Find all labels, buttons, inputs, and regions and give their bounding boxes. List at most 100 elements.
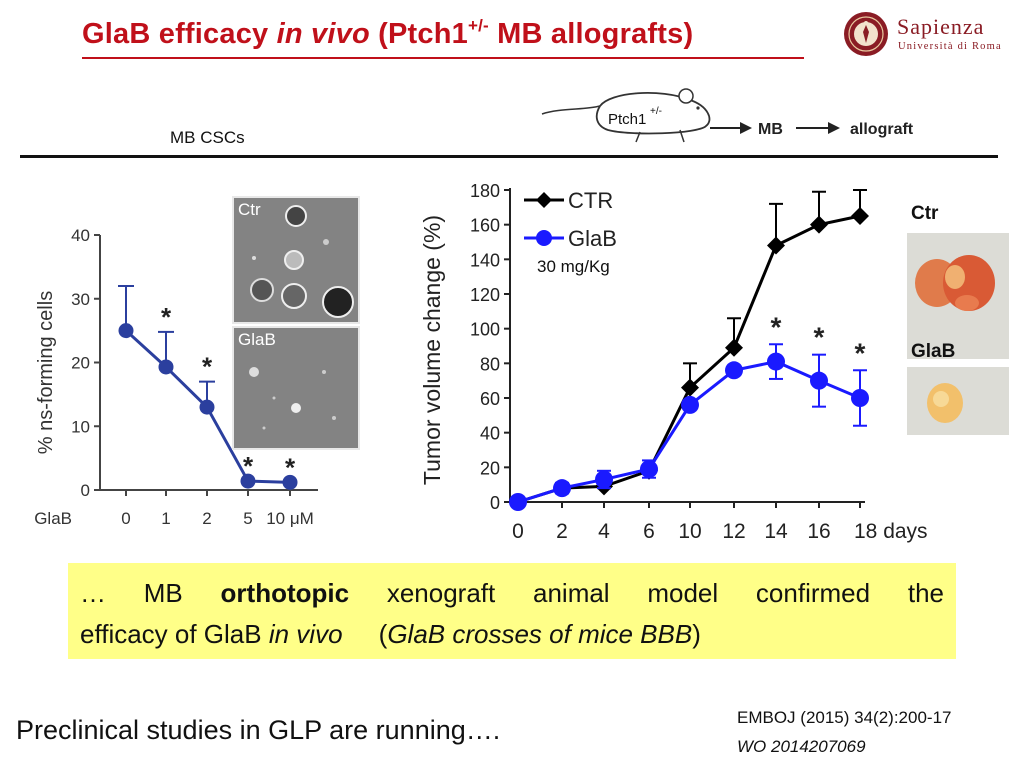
tumor-glab-label: GlaB: [911, 341, 956, 362]
data-point: [681, 378, 699, 397]
y-tick-label: 60: [480, 389, 500, 409]
mouse-label: Ptch1: [608, 111, 646, 128]
tumor-photos: Ctr GlaB: [905, 195, 1009, 435]
y-tick-label: 120: [470, 285, 500, 305]
title-part1: GlaB efficacy: [82, 18, 277, 50]
workflow-diagram: Ptch1 +/- MB allograft: [541, 88, 914, 143]
data-point: [851, 389, 869, 407]
glab-spheres-image: [234, 328, 358, 448]
y-tick-label: 0: [490, 493, 500, 513]
y-tick-label: 10: [71, 417, 90, 436]
conclusion-box: … MB orthotopic xenograft animal model c…: [68, 563, 956, 659]
micrograph-ctr: Ctr: [232, 196, 360, 324]
mouse-icon: [541, 88, 711, 143]
university-subtitle: Università di Roma: [898, 41, 1002, 52]
conclusion-line-1: … MB orthotopic xenograft animal model c…: [80, 573, 944, 614]
x-tick-label: 14: [764, 520, 788, 543]
data-point: [509, 493, 527, 511]
legend-marker: [536, 230, 552, 246]
x-tick-label: 0: [512, 520, 524, 543]
data-point: [118, 323, 134, 339]
y-tick-label: 100: [470, 320, 500, 340]
title-superscript: +/-: [467, 16, 489, 35]
x-tick-label: 0: [121, 509, 130, 528]
micrograph-ctr-label: Ctr: [238, 200, 261, 219]
x-tick-label: 2: [556, 520, 568, 543]
legend-label: GlaB: [568, 226, 617, 251]
significance-asterisk: *: [202, 352, 213, 382]
data-point: [725, 338, 743, 357]
data-point: [158, 359, 174, 375]
title-part2: in vivo: [276, 18, 370, 50]
tumor-glab-photo: [907, 367, 1009, 435]
significance-asterisk: *: [855, 337, 866, 368]
conclusion-text-5: ): [692, 619, 701, 649]
data-point: [553, 479, 571, 498]
tumor-volume-chart: 0 20 40 60 80 100 120 140 160 180 0 2 4 6 10 12 14 16 18 d…: [419, 181, 928, 543]
legend-label: CTR: [568, 188, 613, 213]
y-tick-label: 160: [470, 216, 500, 236]
x-tick-label: 6: [643, 520, 655, 543]
x-tick-label: 2: [202, 509, 211, 528]
conclusion-text-3: efficacy of GlaB: [80, 619, 269, 649]
section-divider: [20, 155, 998, 158]
data-point: [640, 460, 658, 479]
ctr-spheres-image: [234, 198, 358, 322]
tumor-glab-image: [927, 383, 963, 423]
y-axis-title: Tumor volume change (%): [419, 215, 445, 485]
micrograph-glab: GlaB: [232, 326, 360, 450]
workflow-step-allograft: allograft: [850, 121, 914, 138]
x-tick-label: 10: [678, 520, 701, 543]
data-point: [199, 399, 215, 415]
x-axis-title: GlaB: [34, 509, 72, 528]
university-name: Sapienza: [897, 14, 985, 39]
reference-journal: EMBOJ (2015) 34(2):200-17: [737, 708, 952, 727]
tumor-ctr-image: [915, 255, 995, 311]
legend-marker: [536, 192, 552, 208]
y-tick-label: 0: [81, 481, 90, 500]
conclusion-text-2: xenograft animal model confirmed the: [349, 578, 944, 608]
arrow-icon: [796, 122, 840, 134]
data-point: [240, 473, 256, 489]
reference-patent: WO 2014207069: [737, 737, 866, 756]
significance-asterisk: *: [814, 322, 825, 353]
x-tick-label: 4: [598, 520, 610, 543]
significance-asterisk: *: [243, 451, 254, 481]
data-point: [767, 352, 785, 371]
data-point: [595, 470, 613, 489]
workflow-label: MB CSCs: [170, 128, 245, 147]
conclusion-italic-1: in vivo: [268, 619, 343, 649]
data-point: [681, 395, 699, 414]
mouse-label-sup: +/-: [650, 106, 662, 117]
x-tick-label: 1: [161, 509, 170, 528]
tumor-ctr-photo: [907, 233, 1009, 359]
y-tick-label: 30: [71, 290, 90, 309]
footer-note: Preclinical studies in GLP are running….: [16, 715, 501, 745]
micrograph-glab-label: GlaB: [238, 330, 276, 349]
x-tick-label: 5: [243, 509, 252, 528]
y-tick-label: 40: [480, 424, 500, 444]
university-seal-icon: [844, 12, 888, 56]
x-tick-label: 16: [807, 520, 830, 543]
data-point: [725, 361, 743, 380]
y-tick-label: 180: [470, 181, 500, 201]
conclusion-italic-2: GlaB crosses of mice BBB: [387, 619, 693, 649]
dose-label: 30 mg/Kg: [537, 257, 610, 276]
y-axis-title: % ns-forming cells: [35, 291, 57, 454]
y-tick-label: 40: [71, 226, 90, 245]
conclusion-line-2: efficacy of GlaB in vivo (GlaB crosses o…: [80, 619, 701, 649]
title-part4: MB allografts): [488, 18, 694, 50]
data-point: [282, 474, 298, 490]
x-tick-label: 12: [722, 520, 745, 543]
title-underline: [82, 57, 804, 59]
data-point: [810, 371, 828, 390]
ns-forming-chart: 0 10 20 30 40 GlaB 0 1 2 5 10 μM % ns-forming cells…: [34, 226, 318, 528]
data-point: [767, 236, 785, 255]
significance-asterisk: *: [285, 452, 296, 482]
conclusion-bold: orthotopic: [220, 578, 350, 608]
workflow-step-mb: MB: [758, 121, 783, 138]
title-part3: (Ptch1: [369, 18, 468, 50]
x-tick-label: 18 days: [854, 520, 928, 543]
x-tick-label: 10 μM: [266, 509, 314, 528]
y-tick-label: 20: [71, 354, 90, 373]
